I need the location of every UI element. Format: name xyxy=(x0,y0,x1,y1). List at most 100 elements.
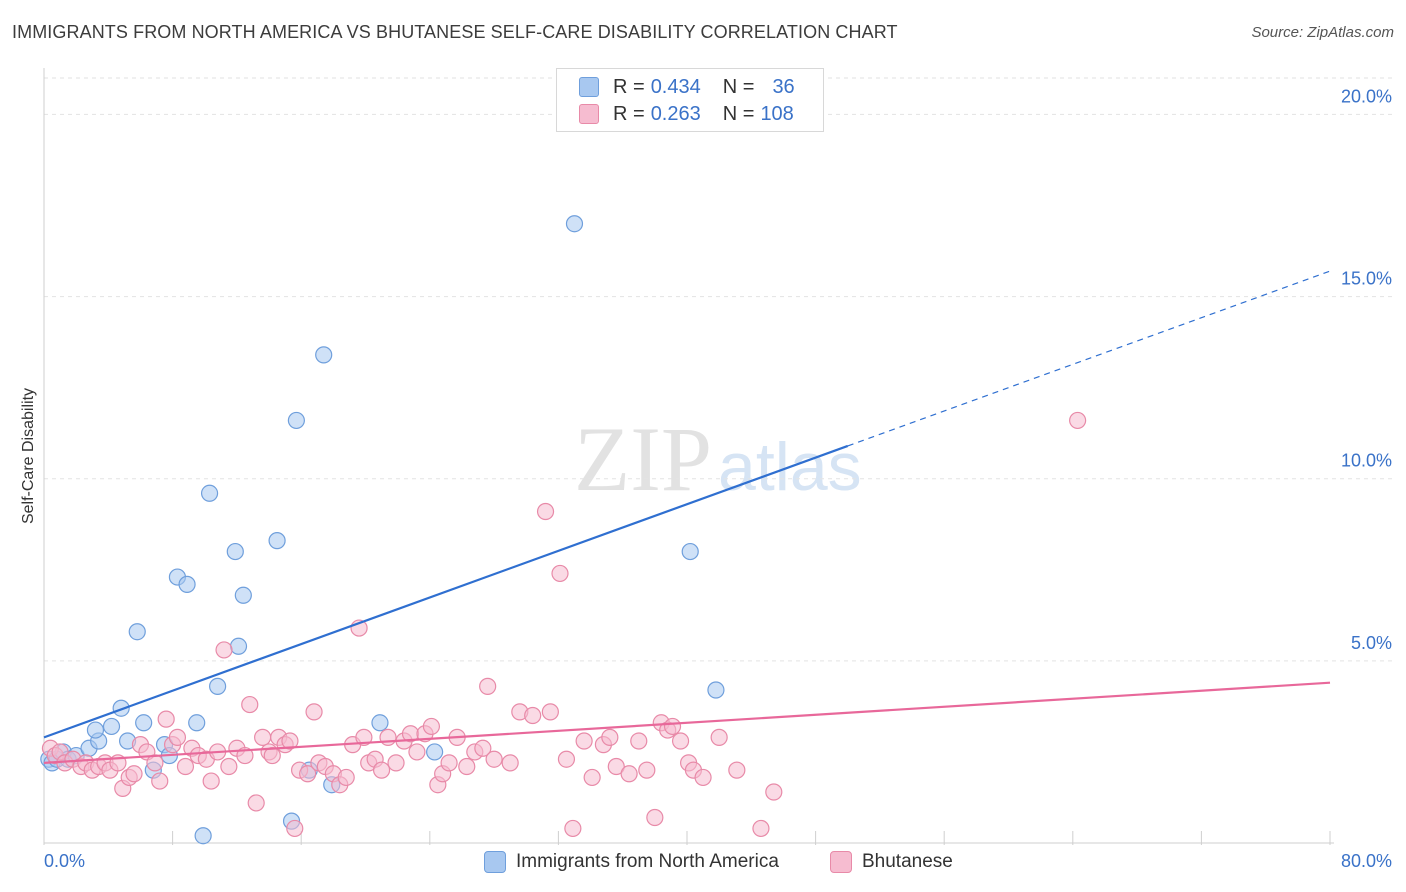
bhutanese-point xyxy=(575,732,593,750)
bhutanese-point xyxy=(422,717,441,736)
legend-swatch-north-america xyxy=(579,77,599,97)
x-tick-label-min: 0.0% xyxy=(44,851,86,871)
north-america-point xyxy=(128,623,146,641)
bhutanese-point xyxy=(281,732,299,750)
bhutanese-point xyxy=(601,728,619,746)
bhutanese-point xyxy=(220,757,238,776)
y-tick-label: 5.0% xyxy=(1351,633,1392,653)
bhutanese-point xyxy=(620,765,638,783)
bhutanese-point xyxy=(157,710,175,728)
north-america-point xyxy=(200,484,219,502)
bhutanese-point xyxy=(557,750,576,768)
north-america-point xyxy=(188,714,206,732)
x-tick-label-max: 80.0% xyxy=(1340,851,1392,871)
bhutanese-point xyxy=(474,739,492,757)
north-america-trend-extension xyxy=(847,270,1331,447)
bhutanese-point xyxy=(501,754,519,772)
bhutanese-point xyxy=(202,772,220,790)
y-tick-label: 15.0% xyxy=(1341,269,1392,289)
north-america-point xyxy=(287,411,305,430)
bhutanese-point xyxy=(1069,411,1087,430)
bhutanese-point xyxy=(247,794,265,812)
bhutanese-point xyxy=(765,783,783,801)
north-america-point xyxy=(102,717,121,736)
bhutanese-point xyxy=(286,819,304,838)
north-america-point xyxy=(194,827,212,845)
series-legend: Immigrants from North America Bhutanese xyxy=(0,851,1406,877)
bhutanese-point xyxy=(337,768,355,787)
bhutanese-point xyxy=(254,728,272,746)
bhutanese-point xyxy=(379,728,397,746)
north-america-point xyxy=(315,346,333,364)
bhutanese-point xyxy=(536,502,555,521)
north-america-point xyxy=(86,721,105,739)
correlation-legend: R = 0.434 N = 36 R = 0.263 N = 108 xyxy=(556,68,824,132)
bhutanese-point xyxy=(551,564,569,583)
bhutanese-point xyxy=(541,703,559,721)
legend-row-bhutanese: R = 0.263 N = 108 xyxy=(579,102,794,126)
legend-swatch-bhutanese xyxy=(830,851,852,873)
bhutanese-point xyxy=(479,677,497,695)
bhutanese-point xyxy=(583,768,601,787)
legend-item-north-america: Immigrants from North America xyxy=(484,851,779,873)
bhutanese-point xyxy=(168,728,187,746)
bhutanese-point xyxy=(524,706,542,725)
y-tick-label: 10.0% xyxy=(1341,451,1392,471)
chart-title: IMMIGRANTS FROM NORTH AMERICA VS BHUTANE… xyxy=(12,22,898,42)
bhutanese-point xyxy=(671,732,690,750)
legend-label-north-america: Immigrants from North America xyxy=(516,851,779,872)
bhutanese-point xyxy=(694,768,712,787)
n-label: N = xyxy=(722,102,755,125)
bhutanese-point xyxy=(440,754,458,772)
north-america-point xyxy=(565,215,584,233)
bhutanese-point xyxy=(485,750,503,768)
legend-swatch-bhutanese xyxy=(579,104,599,124)
bhutanese-point xyxy=(710,728,728,746)
r-value: 0.263 xyxy=(650,102,701,125)
bhutanese-point xyxy=(638,761,656,779)
y-axis-label: Self-Care Disability xyxy=(20,387,37,525)
bhutanese-point xyxy=(215,641,233,659)
n-value: 108 xyxy=(760,102,794,125)
bhutanese-point xyxy=(151,772,169,790)
north-america-point xyxy=(707,681,725,699)
r-value: 0.434 xyxy=(650,75,701,98)
bhutanese-point xyxy=(728,761,746,779)
r-label: R = xyxy=(613,102,645,125)
bhutanese-point xyxy=(355,728,373,746)
north-america-point xyxy=(681,542,699,561)
north-america-point xyxy=(135,714,153,732)
north-america-point xyxy=(268,532,286,550)
bhutanese-point xyxy=(387,754,405,772)
bhutanese-point xyxy=(372,761,391,779)
n-label: N = xyxy=(722,75,755,98)
bhutanese-point xyxy=(663,717,682,736)
y-tick-label: 20.0% xyxy=(1341,86,1392,106)
north-america-point xyxy=(229,637,248,655)
watermark-zip: ZIP xyxy=(574,408,712,510)
bhutanese-point xyxy=(458,757,476,776)
bhutanese-point xyxy=(630,732,648,750)
north-america-point xyxy=(178,575,196,593)
north-america-point xyxy=(209,677,227,695)
legend-swatch-north-america xyxy=(484,851,506,873)
north-america-point xyxy=(226,542,244,561)
legend-item-bhutanese: Bhutanese xyxy=(830,851,953,873)
bhutanese-point xyxy=(564,819,582,838)
north-america-point xyxy=(371,714,389,732)
legend-row-north-america: R = 0.434 N = 36 xyxy=(579,75,795,99)
bhutanese-point xyxy=(305,703,323,721)
bhutanese-point xyxy=(752,819,770,838)
bhutanese-point xyxy=(646,808,664,827)
bhutanese-point xyxy=(241,695,259,714)
r-label: R = xyxy=(613,75,645,98)
bhutanese-point xyxy=(176,757,195,776)
bhutanese-point xyxy=(607,757,625,776)
bhutanese-point xyxy=(125,765,143,783)
legend-label-bhutanese: Bhutanese xyxy=(862,851,953,872)
north-america-trend-line xyxy=(43,444,849,739)
north-america-point xyxy=(234,586,252,604)
bhutanese-trend-line xyxy=(43,681,1331,764)
n-value: 36 xyxy=(772,75,795,98)
